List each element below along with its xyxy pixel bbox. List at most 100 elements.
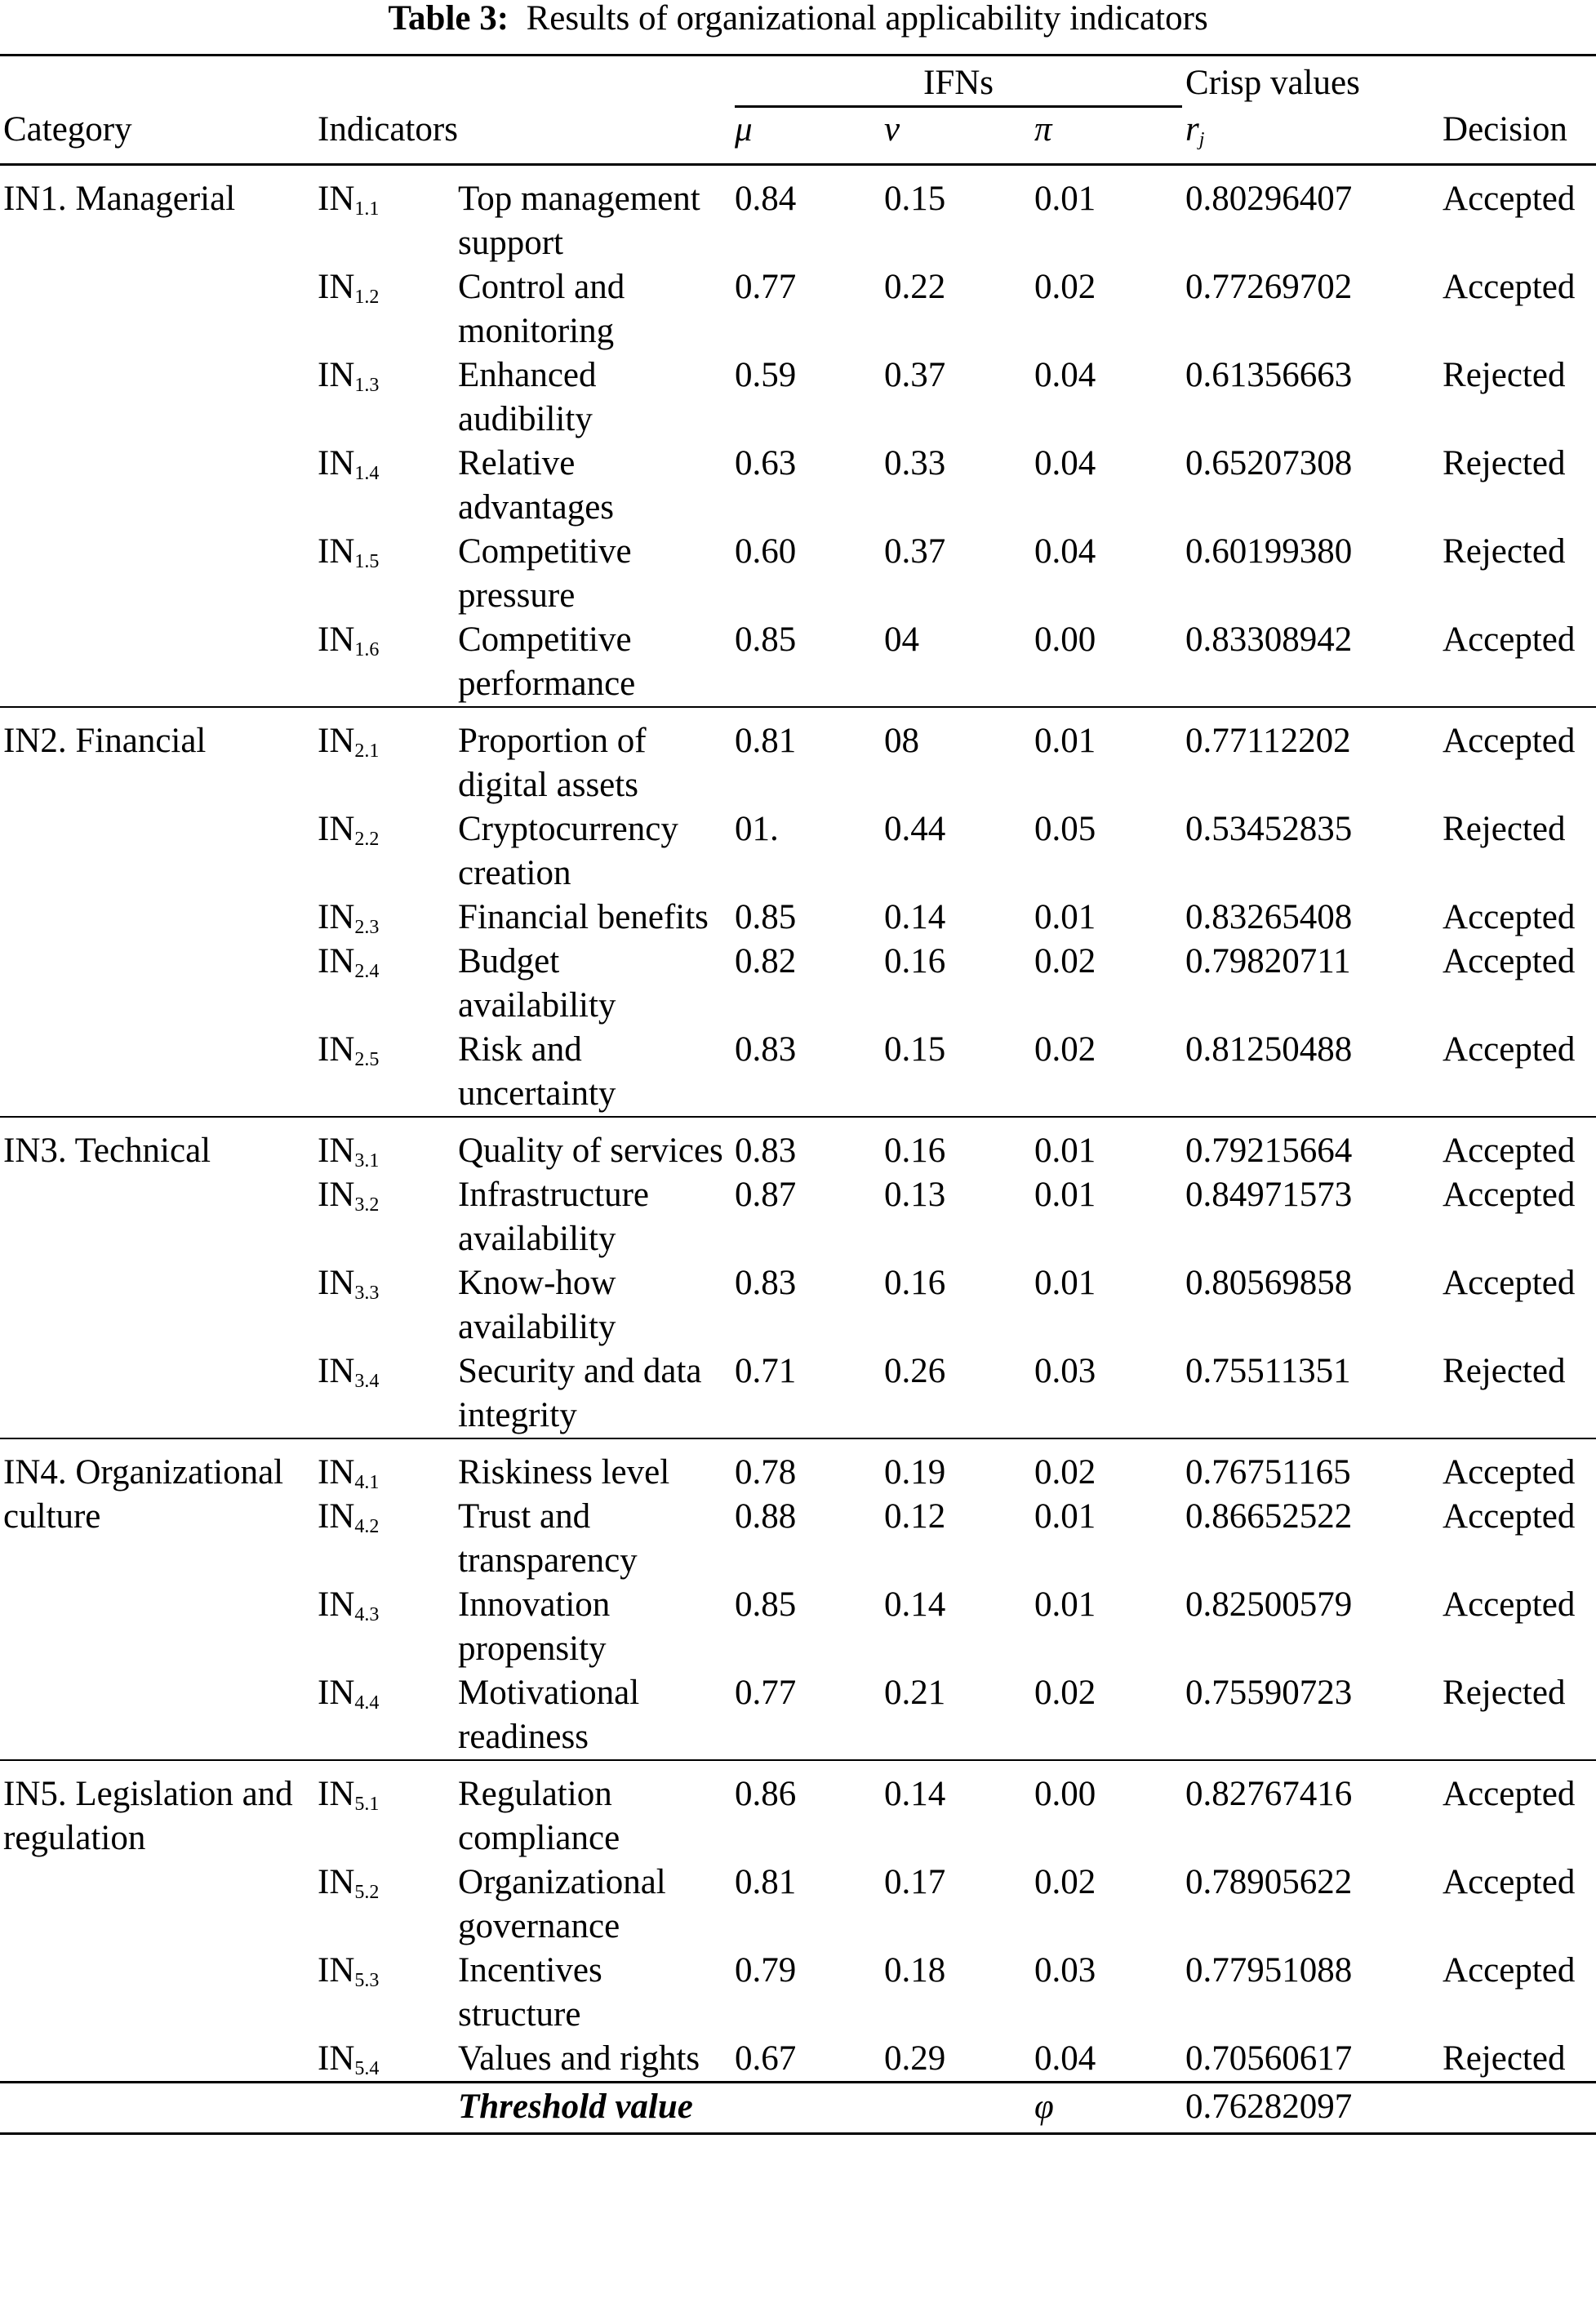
indicator-code-text: IN [318, 810, 355, 848]
v-cell: 0.12 [884, 1497, 946, 1536]
mu-cell: 0.71 [735, 1352, 797, 1390]
indicator-code: IN2.4 [314, 940, 455, 1028]
indicator-code: IN1.4 [314, 442, 455, 530]
indicator-code: IN3.3 [314, 1261, 455, 1349]
table-row: IN3. Technical IN3.1 Quality of services 0.… [0, 1116, 1596, 1438]
indicator-code-subscript: 1.2 [354, 287, 380, 308]
decision-cell: Rejected [1443, 1352, 1566, 1390]
indicator-code-subscript: 3.1 [354, 1150, 380, 1172]
pi-cell: 0.01 [1034, 1585, 1096, 1624]
v-cell: 0.37 [884, 532, 946, 571]
indicator-code-subscript: 2.4 [354, 961, 380, 982]
table-row: IN5.2 Organizational governance 0.81 0.17 0.… [0, 1861, 1596, 1949]
mu-cell: 0.59 [735, 356, 797, 394]
v-cell: 0.14 [881, 1759, 1031, 1861]
decision-cell: Accepted [1439, 706, 1596, 807]
indicator-code-text: IN [318, 620, 355, 659]
table-row: IN2.5 Risk and uncertainty 0.83 0.15 0.02 0.8… [0, 1028, 1596, 1117]
mu-cell: 0.85 [735, 898, 797, 936]
pi-cell: 0.02 [1034, 1674, 1096, 1712]
crisp-value-cell: 0.81250488 [1185, 1030, 1353, 1069]
pi-cell: 0.01 [1034, 180, 1096, 218]
indicator-code-text: IN [318, 2039, 355, 2078]
decision-cell: Accepted [1443, 898, 1576, 936]
table-row: IN1.5 Competitive pressure 0.60 0.37 0.04 0.6… [0, 530, 1596, 618]
indicator-code-subscript: 2.3 [354, 917, 380, 938]
crisp-value-cell: 0.65207308 [1185, 444, 1353, 482]
decision-cell: Accepted [1443, 1264, 1576, 1302]
indicator-name: Top management support [458, 180, 700, 262]
table-row: IN2.2 Cryptocurrency creation 01. 0.44 0.05 0… [0, 807, 1596, 896]
crisp-value-cell: 0.79215664 [1182, 1116, 1440, 1173]
crisp-value-cell: 0.82500579 [1185, 1585, 1353, 1624]
decision-cell: Accepted [1439, 1438, 1596, 1495]
indicator-code-text: IN [318, 1453, 355, 1492]
mu-cell: 0.78 [731, 1438, 881, 1495]
indicator-code: IN1.2 [314, 265, 455, 353]
table-row: IN2.4 Budget availability 0.82 0.16 0.02 0.79… [0, 940, 1596, 1028]
threshold-row: Threshold value φ 0.76282097 [0, 2081, 1596, 2135]
crisp-value-cell: 0.80569858 [1185, 1264, 1353, 1302]
indicator-code-subscript: 1.1 [354, 198, 380, 220]
indicator-code-text: IN [318, 180, 355, 218]
indicator-code: IN2.1 [314, 706, 455, 807]
decision-cell: Rejected [1443, 810, 1566, 848]
v-cell: 0.33 [884, 444, 946, 482]
table-row: IN5.3 Incentives structure 0.79 0.18 0.03 0.7… [0, 1949, 1596, 2037]
indicator-code-text: IN [318, 1352, 355, 1390]
table-label: Table 3: [388, 0, 509, 38]
pi-cell: 0.04 [1034, 532, 1096, 571]
crisp-value-cell: 0.86652522 [1185, 1497, 1353, 1536]
table-title: Results of organizational applicability … [526, 0, 1208, 38]
crisp-value-cell: 0.78905622 [1185, 1863, 1353, 1901]
table-row: IN1.4 Relative advantages 0.63 0.33 0.04 0.65… [0, 442, 1596, 530]
v-cell: 0.14 [884, 898, 946, 936]
indicator-code-subscript: 2.2 [354, 829, 380, 850]
crisp-value-cell: 0.83308942 [1185, 620, 1353, 659]
decision-cell: Accepted [1443, 1030, 1576, 1069]
indicator-name: Organizational governance [458, 1863, 666, 1945]
results-table: IFNs Crisp values Category Indicators μ … [0, 54, 1596, 2135]
indicator-code-subscript: 5.4 [354, 2058, 380, 2079]
crisp-value-cell: 0.61356663 [1185, 356, 1353, 394]
indicator-code-subscript: 4.3 [354, 1604, 380, 1625]
decision-cell: Accepted [1439, 1116, 1596, 1173]
table-row: IN3.3 Know-how availability 0.83 0.16 0.01 0.… [0, 1261, 1596, 1349]
mu-cell: 0.77 [735, 268, 797, 306]
pi-cell: 0.01 [1034, 1264, 1096, 1302]
header-indicators: Indicators [314, 108, 731, 166]
v-cell: 0.37 [884, 356, 946, 394]
crisp-value-cell: 0.77951088 [1185, 1951, 1353, 1990]
header-row-1: IFNs Crisp values [0, 54, 1596, 108]
pi-cell: 0.02 [1034, 942, 1096, 980]
crisp-value-cell: 0.53452835 [1185, 810, 1353, 848]
mu-cell: 0.84 [735, 180, 797, 218]
indicator-code: IN1.1 [314, 165, 455, 266]
indicator-code-text: IN [318, 1497, 355, 1536]
category-cell: IN5. Legislation and regulation [0, 1759, 314, 2083]
header-v: v [881, 108, 1031, 166]
header-r: rj [1182, 108, 1440, 166]
v-cell: 0.13 [884, 1176, 946, 1214]
decision-cell: Accepted [1443, 1176, 1576, 1214]
table-row: IN3.4 Security and data integrity 0.71 0.26… [0, 1349, 1596, 1438]
indicator-code-text: IN [318, 1674, 355, 1712]
indicator-code-subscript: 5.3 [354, 1970, 380, 1991]
decision-cell: Accepted [1443, 1497, 1576, 1536]
pi-cell: 0.00 [1031, 1759, 1183, 1861]
decision-cell: Accepted [1439, 1759, 1596, 1861]
indicator-code: IN5.4 [314, 2037, 455, 2083]
table-row: IN4.4 Motivational readiness 0.77 0.21 0.02 0… [0, 1671, 1596, 1760]
v-cell: 0.16 [884, 942, 946, 980]
indicator-code: IN2.2 [314, 807, 455, 896]
v-cell: 0.16 [881, 1116, 1031, 1173]
header-r-symbol: r [1185, 110, 1199, 149]
pi-cell: 0.01 [1034, 898, 1096, 936]
table-row: IN3.2 Infrastructure availability 0.87 0.13… [0, 1173, 1596, 1261]
header-crisp: Crisp values [1182, 54, 1440, 108]
indicator-code-subscript: 5.1 [354, 1794, 380, 1815]
indicator-name: Cryptocurrency creation [458, 810, 678, 892]
mu-cell: 0.86 [731, 1759, 881, 1861]
table-row: IN5. Legislation and regulation IN5.1 Regu… [0, 1759, 1596, 2083]
v-cell: 0.26 [884, 1352, 946, 1390]
